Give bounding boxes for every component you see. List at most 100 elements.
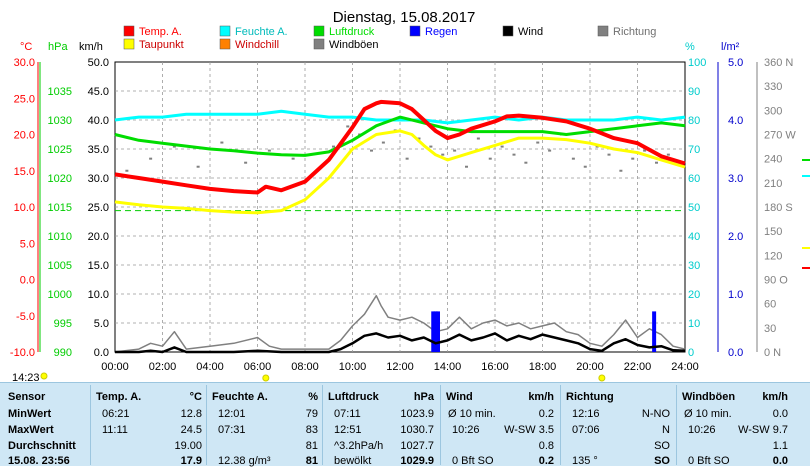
temp-unit: °C xyxy=(189,391,202,403)
legend-label: Windböen xyxy=(329,39,379,51)
series-luftdruck xyxy=(114,115,686,157)
direction-point xyxy=(220,141,224,144)
stats-separator xyxy=(206,385,207,465)
wind-header: Wind xyxy=(446,391,473,403)
pressure-min-row: 07:11 1023.9 xyxy=(328,407,436,422)
humidity-max-value: 83 xyxy=(305,424,318,436)
legend-label: Richtung xyxy=(613,26,656,38)
pressure-tick-label: 1015 xyxy=(48,202,72,214)
direction-point xyxy=(488,157,492,160)
sensor-header: Sensor xyxy=(8,391,46,403)
humidity-tick-label: 40 xyxy=(688,231,700,243)
humidity-avg-row: 81 xyxy=(212,439,320,454)
legend-swatch xyxy=(502,25,514,37)
stats-temp-col: Temp. A. °C 06:21 12.8 11:11 24.5 19.00 17.… xyxy=(96,383,204,467)
humidity-axis-unit: % xyxy=(685,41,695,53)
gusts-avg-row: 1.1 xyxy=(682,439,790,454)
wind-tick-label: 15.0 xyxy=(88,260,109,272)
legend-label: Taupunkt xyxy=(139,39,184,51)
direction-current-row: 135 ° SO xyxy=(566,454,672,469)
pressure-tick-label: 995 xyxy=(54,318,72,330)
pressure-min-time: 07:11 xyxy=(334,408,361,420)
humidity-min-time: 12:01 xyxy=(218,408,246,420)
stats-separator xyxy=(676,385,677,465)
stats-pressure-col: Luftdruck hPa 07:11 1023.9 12:51 1030.7 ^3.… xyxy=(328,383,436,467)
series-feuchte-a xyxy=(114,109,686,125)
series-windb-en xyxy=(114,294,686,353)
pressure-tick-label: 990 xyxy=(54,347,72,359)
humidity-tick-label: 90 xyxy=(688,86,700,98)
direction-point xyxy=(607,153,611,156)
x-tick-label: 16:00 xyxy=(481,361,509,373)
direction-tick-label: 240 xyxy=(764,154,782,166)
wind-tick-label: 5.0 xyxy=(94,318,109,330)
x-tick-label: 20:00 xyxy=(576,361,604,373)
pressure-tick-label: 1000 xyxy=(48,289,72,301)
rain-bar xyxy=(652,311,657,352)
direction-point xyxy=(291,157,295,160)
wind-tick-label: 25.0 xyxy=(88,202,109,214)
gusts-avg-value: 1.1 xyxy=(772,440,788,452)
wind-tick-label: 50.0 xyxy=(88,57,109,69)
humidity-current-row: 12.38 g/m³ 81 xyxy=(212,454,320,469)
right-axes: 10090807060504030201005.04.03.02.01.00.0… xyxy=(688,57,810,359)
min-temp-marker xyxy=(262,374,270,382)
temp-tick-label: 10.0 xyxy=(14,202,35,214)
direction-point xyxy=(267,149,271,152)
x-tick-label: 00:00 xyxy=(101,361,129,373)
wind-unit: km/h xyxy=(528,391,554,403)
chart-title: Dienstag, 15.08.2017 xyxy=(333,9,476,26)
legend-swatch xyxy=(597,25,609,37)
pressure-unit: hPa xyxy=(413,391,434,403)
direction-point xyxy=(405,157,409,160)
pressure-avg-row: ^3.2hPa/h 1027.7 xyxy=(328,439,436,454)
temp-max-time: 11:11 xyxy=(102,424,128,436)
direction-point xyxy=(417,137,421,140)
direction-tick-label: 60 xyxy=(764,299,776,311)
x-tick-label: 02:00 xyxy=(149,361,177,373)
gusts-unit: km/h xyxy=(762,391,788,403)
pressure-axis-unit: hPa xyxy=(48,41,68,53)
direction-point xyxy=(524,161,528,164)
gusts-min-time: Ø 10 min. xyxy=(684,408,732,420)
direction-point xyxy=(453,149,457,152)
direction-tick-label: 330 xyxy=(764,81,782,93)
pressure-max-row: 12:51 1030.7 xyxy=(328,423,436,438)
temp-axis-unit: °C xyxy=(20,41,32,53)
temp-tick-label: 5.0 xyxy=(20,238,35,250)
wind-max-value: W-SW 3.5 xyxy=(504,424,554,436)
gusts-current-row: 0 Bft SO 0.0 xyxy=(682,454,790,469)
direction-point xyxy=(619,169,623,172)
weather-chart: Dienstag, 15.08.2017 Temp. A.Taupunkt Feu… xyxy=(10,9,810,382)
humidity-min-row: 12:01 79 xyxy=(212,407,320,422)
legend-label: Luftdruck xyxy=(329,26,375,38)
pressure-tick-label: 1025 xyxy=(48,144,72,156)
wind-header-row: Wind km/h xyxy=(446,390,556,405)
direction-tick-label: 90 O xyxy=(764,275,788,287)
gusts-max-row: 10:26 W-SW 9.7 xyxy=(682,423,790,438)
rain-tick-label: 4.0 xyxy=(728,115,743,127)
direction-degrees: 135 ° xyxy=(572,455,598,467)
legend-swatch xyxy=(409,25,421,37)
direction-tick-label: 30 xyxy=(764,323,776,335)
pressure-header: Luftdruck xyxy=(328,391,379,403)
pressure-max-value: 1030.7 xyxy=(400,424,434,436)
direction-point xyxy=(125,169,129,172)
sensor-max-label: MaxWert xyxy=(8,424,54,436)
pressure-current-value: 1029.9 xyxy=(400,455,434,467)
gusts-max-time: 10:26 xyxy=(688,424,716,436)
pressure-tick-label: 1005 xyxy=(48,260,72,272)
legend-label: Feuchte A. xyxy=(235,26,288,38)
direction-min-value: N-NO xyxy=(641,408,670,420)
temp-tick-label: -5.0 xyxy=(16,311,35,323)
pressure-tick-label: 1020 xyxy=(48,173,72,185)
temp-tick-label: -10.0 xyxy=(10,347,35,359)
humidity-header-row: Feuchte A.% xyxy=(212,390,320,405)
direction-point xyxy=(643,149,647,152)
pressure-tick-label: 1030 xyxy=(48,115,72,127)
direction-tick-label: 180 S xyxy=(764,202,793,214)
pressure-tick-label: 1035 xyxy=(48,86,72,98)
humidity-tick-label: 80 xyxy=(688,115,700,127)
direction-point xyxy=(500,145,504,148)
direction-point xyxy=(441,153,445,156)
